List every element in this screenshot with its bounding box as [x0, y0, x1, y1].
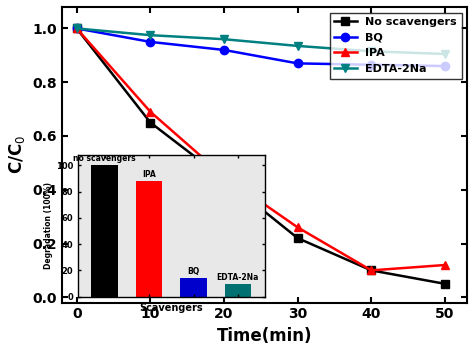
Line: EDTA-2Na: EDTA-2Na — [73, 24, 449, 58]
BQ — [74, 26, 80, 31]
IPA — [368, 268, 374, 272]
IPA — [74, 26, 80, 31]
BQ — [442, 64, 448, 68]
EDTA-2Na — [74, 26, 80, 31]
BQ — [221, 48, 227, 52]
Line: BQ: BQ — [73, 24, 449, 70]
IPA — [147, 110, 153, 114]
IPA — [221, 174, 227, 178]
EDTA-2Na — [295, 44, 301, 48]
EDTA-2Na — [221, 37, 227, 41]
BQ — [295, 61, 301, 65]
No scavengers — [442, 282, 448, 286]
No scavengers — [368, 268, 374, 272]
EDTA-2Na — [147, 33, 153, 37]
IPA — [295, 225, 301, 230]
EDTA-2Na — [442, 52, 448, 56]
No scavengers — [295, 236, 301, 240]
Line: No scavengers: No scavengers — [73, 24, 449, 288]
Line: IPA: IPA — [73, 24, 449, 275]
BQ — [368, 63, 374, 67]
Legend: No scavengers, BQ, IPA, EDTA-2Na: No scavengers, BQ, IPA, EDTA-2Na — [330, 13, 462, 78]
No scavengers — [74, 26, 80, 31]
EDTA-2Na — [368, 49, 374, 54]
IPA — [442, 263, 448, 267]
No scavengers — [221, 177, 227, 181]
BQ — [147, 40, 153, 44]
Y-axis label: C/C$_0$: C/C$_0$ — [7, 135, 27, 175]
X-axis label: Time(min): Time(min) — [217, 327, 312, 345]
No scavengers — [147, 120, 153, 125]
